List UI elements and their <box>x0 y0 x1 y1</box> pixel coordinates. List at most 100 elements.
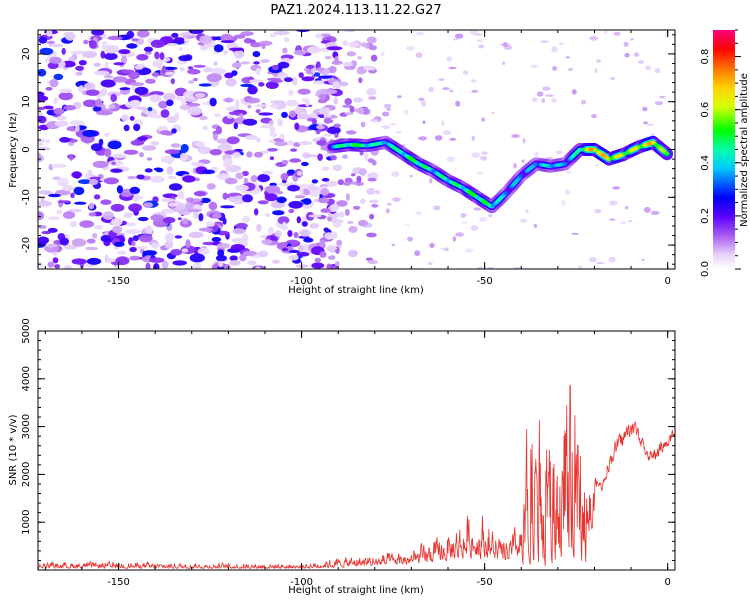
spectrogram-blob <box>93 62 102 67</box>
spectrogram-blob <box>255 266 261 269</box>
spectrogram-blob <box>254 104 268 108</box>
spectrogram-blob <box>307 46 321 54</box>
spectrogram-blob <box>178 47 183 52</box>
spectrogram-blob <box>117 250 127 256</box>
spectrogram-blob <box>161 260 169 269</box>
spectrogram-blob <box>373 119 379 122</box>
spectrogram-blob <box>316 124 325 130</box>
spectrogram-blob <box>83 39 89 45</box>
spectrogram-blob <box>82 129 98 138</box>
spectrogram-blob <box>44 244 58 248</box>
spectrogram-blob <box>92 106 102 112</box>
spectrogram-blob <box>53 73 64 81</box>
x-tick-label: -50 <box>476 276 492 287</box>
spectrogram-blob <box>608 200 618 206</box>
spectrogram-blob <box>136 106 148 110</box>
spectrogram-blob <box>326 263 332 269</box>
spectrogram-blob <box>199 35 213 44</box>
spectrogram-blob <box>229 260 241 266</box>
spectrogram-blob <box>332 81 340 89</box>
spectrogram-blob <box>643 206 651 213</box>
spectrogram-blob <box>216 125 222 135</box>
spectrogram-blob <box>146 157 153 161</box>
spectrogram-blob <box>298 72 304 78</box>
spectrogram-blob <box>270 100 286 104</box>
spectrogram-blob <box>160 109 170 118</box>
spectrogram-blob <box>201 169 215 174</box>
spectrogram-blob <box>78 85 85 93</box>
spectrogram-blob <box>552 66 558 71</box>
spectrogram-blob <box>126 30 135 39</box>
spectrogram-blob <box>594 209 602 214</box>
spectrogram-blob <box>179 152 188 161</box>
spectrogram-blob <box>561 200 566 206</box>
spectrogram-blob <box>360 121 366 128</box>
spectrogram-blob <box>53 97 58 105</box>
spectrogram-blob <box>274 141 288 147</box>
spectrogram-blob <box>226 136 240 145</box>
spectrogram-blob <box>154 51 160 60</box>
spectrogram-blob <box>235 172 244 180</box>
spectrogram-blob <box>301 98 309 103</box>
spectrogram-blob <box>131 241 136 247</box>
spectrogram-blob <box>321 166 330 171</box>
spectrogram-blob <box>269 33 277 38</box>
spectrogram-blob <box>232 152 242 159</box>
spectrogram-blob <box>253 61 260 65</box>
spectrogram-blob <box>58 91 73 101</box>
spectrogram-blob <box>57 200 71 204</box>
spectrogram-blob <box>209 149 222 156</box>
spectrogram-blob <box>88 212 97 217</box>
spectrogram-blob <box>415 31 425 36</box>
snr-y-axis: 1000 2000 3000 4000 5000 <box>21 318 675 571</box>
spectrogram-blob <box>321 177 330 182</box>
spectrogram-blob <box>264 193 278 202</box>
spectrogram-blob <box>643 121 648 125</box>
spectrogram-blob <box>277 216 290 225</box>
spectrogram-blob <box>267 148 278 152</box>
spectrogram-blob <box>220 40 235 44</box>
spectrogram-blob <box>272 259 280 264</box>
spectrogram-blob <box>311 179 319 184</box>
spectrogram-blob <box>348 249 358 258</box>
spectrogram-blob <box>87 169 93 177</box>
spectrogram-blob <box>469 30 479 36</box>
figure-title: PAZ1.2024.113.11.22.G27 <box>270 3 441 18</box>
spectrogram-blob <box>477 266 483 269</box>
spectrogram-blob <box>296 30 310 33</box>
spectrogram-blob <box>328 255 336 260</box>
spectrogram-blob <box>446 56 453 62</box>
snr-y-label: SNR (10 * v/v) <box>8 414 19 485</box>
spectrogram-blob <box>301 161 309 167</box>
spectrogram-blob <box>385 208 390 214</box>
spectrogram-blob <box>180 98 187 106</box>
spectrogram-blob <box>187 68 201 75</box>
spectrogram-blob <box>323 133 334 137</box>
spectrogram-blob <box>78 60 87 66</box>
spectrogram-blob <box>332 265 337 269</box>
spectrogram-blob <box>103 45 120 54</box>
spectrogram-blob <box>296 252 310 257</box>
spectrogram-blob <box>279 133 285 140</box>
spectrogram-blob <box>166 99 174 107</box>
spectrogram-blob <box>100 79 116 88</box>
spectrogram-blob <box>664 32 670 38</box>
spectrogram-blob <box>277 72 289 79</box>
spectrogram-blob <box>374 189 381 195</box>
spectrogram-blob <box>471 152 480 158</box>
spectrogram-blob <box>351 173 356 177</box>
spectrogram-blob <box>163 208 172 213</box>
spectrogram-blob <box>242 194 253 203</box>
spectrogram-blob <box>478 44 485 49</box>
spectrogram-blob <box>321 33 331 37</box>
spectrogram-blob <box>179 67 185 72</box>
spectrogram-blob <box>206 183 216 190</box>
spectrogram-blob <box>327 126 341 135</box>
spectrogram-blob <box>281 111 288 118</box>
spectrogram-blob <box>333 221 342 228</box>
x-tick-label: -50 <box>476 577 492 588</box>
spectrogram-blob <box>309 223 320 229</box>
spectrogram-blob <box>371 203 379 208</box>
spectrogram-blob <box>202 125 208 131</box>
